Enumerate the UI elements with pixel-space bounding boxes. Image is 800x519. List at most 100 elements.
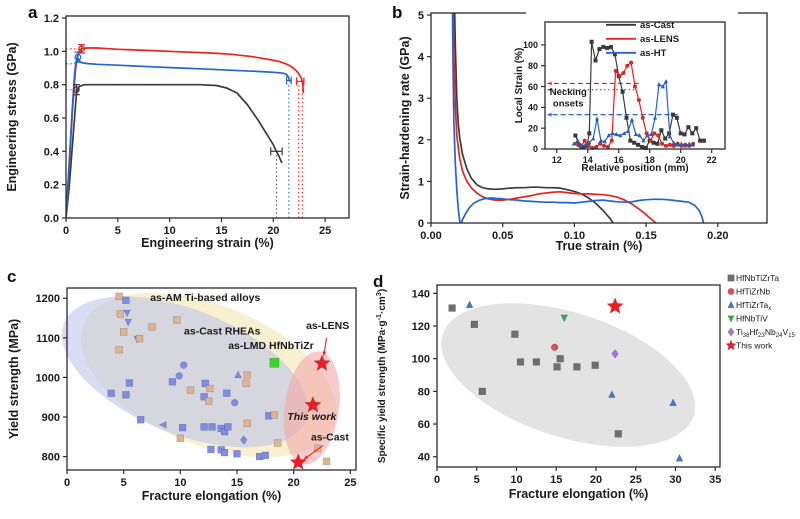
x-tick-label: 0.15 [635,230,656,242]
x-tick-label: 20 [267,225,279,237]
series-as-cast [66,83,283,218]
triangle-up-point [690,142,696,147]
square-marker [614,430,622,438]
x-tick-label: 18 [645,155,655,165]
circle-marker [180,361,188,369]
square-marker [470,320,479,329]
triangle-up-point [656,81,662,87]
x-tick-label: 10 [510,474,522,486]
y-tick-label: 900 [42,412,60,424]
square-point [651,140,656,145]
square-marker [208,423,216,431]
scatter-group-as-am-ti-based-alloys [107,296,273,461]
y-tick-label: 20 [528,123,538,133]
scatter-group-hftizrnb [551,343,559,351]
square-point [593,58,598,63]
circle-point [613,68,618,74]
square-point [573,133,578,138]
square-marker [233,450,241,458]
scatter-group-as-lmd-hfnbtizr [269,357,280,368]
panel-a: 0 5 10 15 20 25 0.0 0.2 0.4 0.6 0.8 1.0 1.2 Engineeri… [5,13,350,250]
square-marker [591,361,599,369]
legend-label: HfNbTiV [736,314,768,324]
y-axis-title: Local Strain (%) [514,48,525,124]
triangle-up-point [571,141,577,146]
square-marker [186,386,195,394]
triangle-up-point [686,141,692,146]
circle-marker [551,343,559,351]
scatter-group-this-work [289,354,331,470]
x-axis-title: Engineering strain (%) [141,236,274,250]
x-tick-label: 5 [115,225,121,237]
triangle-up-point [625,128,631,134]
triangle-up-marker [669,398,677,406]
x-tick-label: 20 [676,155,686,165]
triangle-up-point [598,137,604,143]
series-as-ht [66,56,292,218]
y-tick-label: 1.2 [44,13,59,25]
square-point [674,115,679,120]
square-marker [224,423,232,431]
annotation-as-lmd-hfnbtizr: as-LMD HfNbTiZr [228,340,314,352]
arrow-head [547,87,552,92]
y-tick-label: 120 [412,321,430,333]
y-tick-label: 0.2 [44,180,59,192]
arrow-head [303,455,309,460]
triangle-up-point [637,132,642,138]
square-marker [201,379,209,388]
annotation-as-lens: as-LENS [306,320,349,332]
triangle-up-point [583,142,588,147]
x-tick-label: 0.00 [420,230,441,242]
circle-point [582,138,587,143]
y-axis-title: Engineering stress (GPa) [5,42,19,191]
square-marker [322,457,331,465]
square-marker [270,411,279,419]
circle-point [640,115,645,120]
square-point [659,128,664,133]
triangle-up-point [614,131,619,137]
circle-point [621,70,626,76]
triangle-up-point [652,115,658,120]
x-tick-label: 20 [590,474,602,486]
square-point [655,141,660,146]
annotation-this-work: This work [287,411,337,423]
necking-onsets-label: Necking [550,87,587,98]
y-tick-label: 1100 [36,333,60,345]
triangle-up-point [579,143,584,148]
circle-point [601,143,607,149]
x-tick-label: 25 [319,225,331,237]
y-tick-label: 0.6 [44,113,59,125]
square-marker [178,424,187,432]
square-marker [553,363,561,371]
triangle-up-point [629,117,635,122]
x-tick-label: 15 [215,225,227,237]
square-marker [200,393,208,401]
square-marker [448,304,456,312]
circle-point [636,97,642,103]
y-axis-title: Yield strength (MPa) [7,319,21,439]
triangle-up-point [641,137,646,143]
square-point [697,138,703,143]
scatter-group-ti38hf23nb24v15 [611,348,619,359]
panel-label-a: a [28,3,38,22]
circle-marker [231,399,239,407]
yield-point-marker [74,53,82,61]
series-as-lens [66,47,305,218]
square-marker [107,389,115,397]
triangle-up-point [610,130,615,136]
legend-label: This work [736,341,773,351]
y-tick-label: 1 [418,176,424,188]
circle-point [625,63,630,68]
triangle-up-point [606,132,612,138]
y-tick-label: 100 [523,40,538,50]
series-as-cast [453,13,614,223]
triangle-up-point [645,132,650,138]
x-tick-label: 30 [669,474,681,486]
circle-point [628,60,634,65]
y-tick-label: 80 [418,386,430,398]
x-tick-label: 15 [550,474,562,486]
legend-marker-diamond [727,327,735,337]
triangle-left-marker [158,421,167,429]
